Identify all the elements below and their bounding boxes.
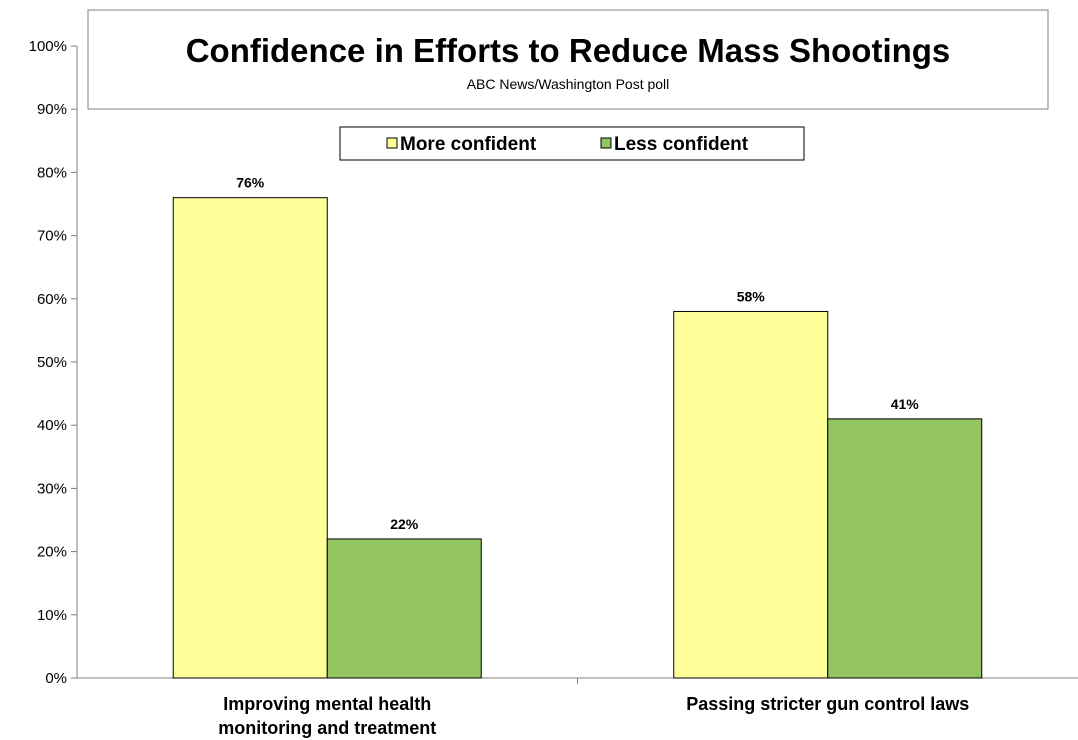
title-box: Confidence in Efforts to Reduce Mass Sho…: [87, 9, 1049, 110]
y-tick-label: 0%: [45, 670, 67, 687]
y-tick-label: 60%: [37, 291, 67, 308]
data-label: 41%: [891, 396, 920, 412]
y-tick-label: 80%: [37, 164, 67, 181]
bar: [827, 418, 983, 679]
legend-label-more-confident: More confident: [400, 134, 537, 155]
x-category-label: monitoring and treatment: [218, 718, 436, 738]
y-axis: 0% 10% 20% 30% 40% 50% 60% 70% 80% 90% 100%: [29, 38, 1078, 687]
y-tick-label: 50%: [37, 354, 67, 371]
bar: [673, 310, 829, 679]
y-tick-label: 10%: [37, 607, 67, 624]
y-tick-label: 20%: [37, 544, 67, 561]
y-tick-label: 100%: [29, 38, 67, 55]
legend-label-less-confident: Less confident: [614, 134, 749, 155]
y-tick-label: 70%: [37, 228, 67, 245]
legend-swatch-less-confident: [600, 137, 612, 149]
chart-subtitle: ABC News/Washington Post poll: [467, 76, 670, 92]
data-labels: 76% 22% 58% 41%: [236, 175, 919, 532]
legend-swatch-more-confident: [386, 137, 398, 149]
chart-title: Confidence in Efforts to Reduce Mass Sho…: [186, 32, 951, 69]
data-label: 76%: [236, 175, 265, 191]
y-tick-label: 40%: [37, 417, 67, 434]
bars: [172, 197, 983, 679]
x-axis-category-labels: Improving mental health monitoring and tr…: [218, 694, 969, 738]
y-tick-label: 30%: [37, 480, 67, 497]
x-category-label: Passing stricter gun control laws: [686, 694, 969, 714]
legend: More confident Less confident: [339, 126, 805, 161]
data-label: 58%: [737, 288, 766, 304]
bar: [326, 538, 482, 679]
bar: [172, 197, 328, 679]
data-label: 22%: [390, 516, 419, 532]
y-tick-label: 90%: [37, 101, 67, 118]
x-category-label: Improving mental health: [223, 694, 431, 714]
